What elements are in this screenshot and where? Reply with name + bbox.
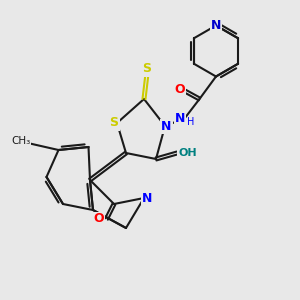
- Text: N: N: [175, 112, 185, 125]
- Text: O: O: [175, 83, 185, 97]
- Text: O: O: [94, 212, 104, 226]
- Text: S: S: [142, 62, 152, 76]
- Text: H: H: [188, 117, 195, 127]
- Text: CH₃: CH₃: [11, 136, 31, 146]
- Text: N: N: [211, 19, 221, 32]
- Text: N: N: [142, 191, 152, 205]
- Text: S: S: [110, 116, 118, 130]
- Text: N: N: [161, 119, 172, 133]
- Text: OH: OH: [178, 148, 197, 158]
